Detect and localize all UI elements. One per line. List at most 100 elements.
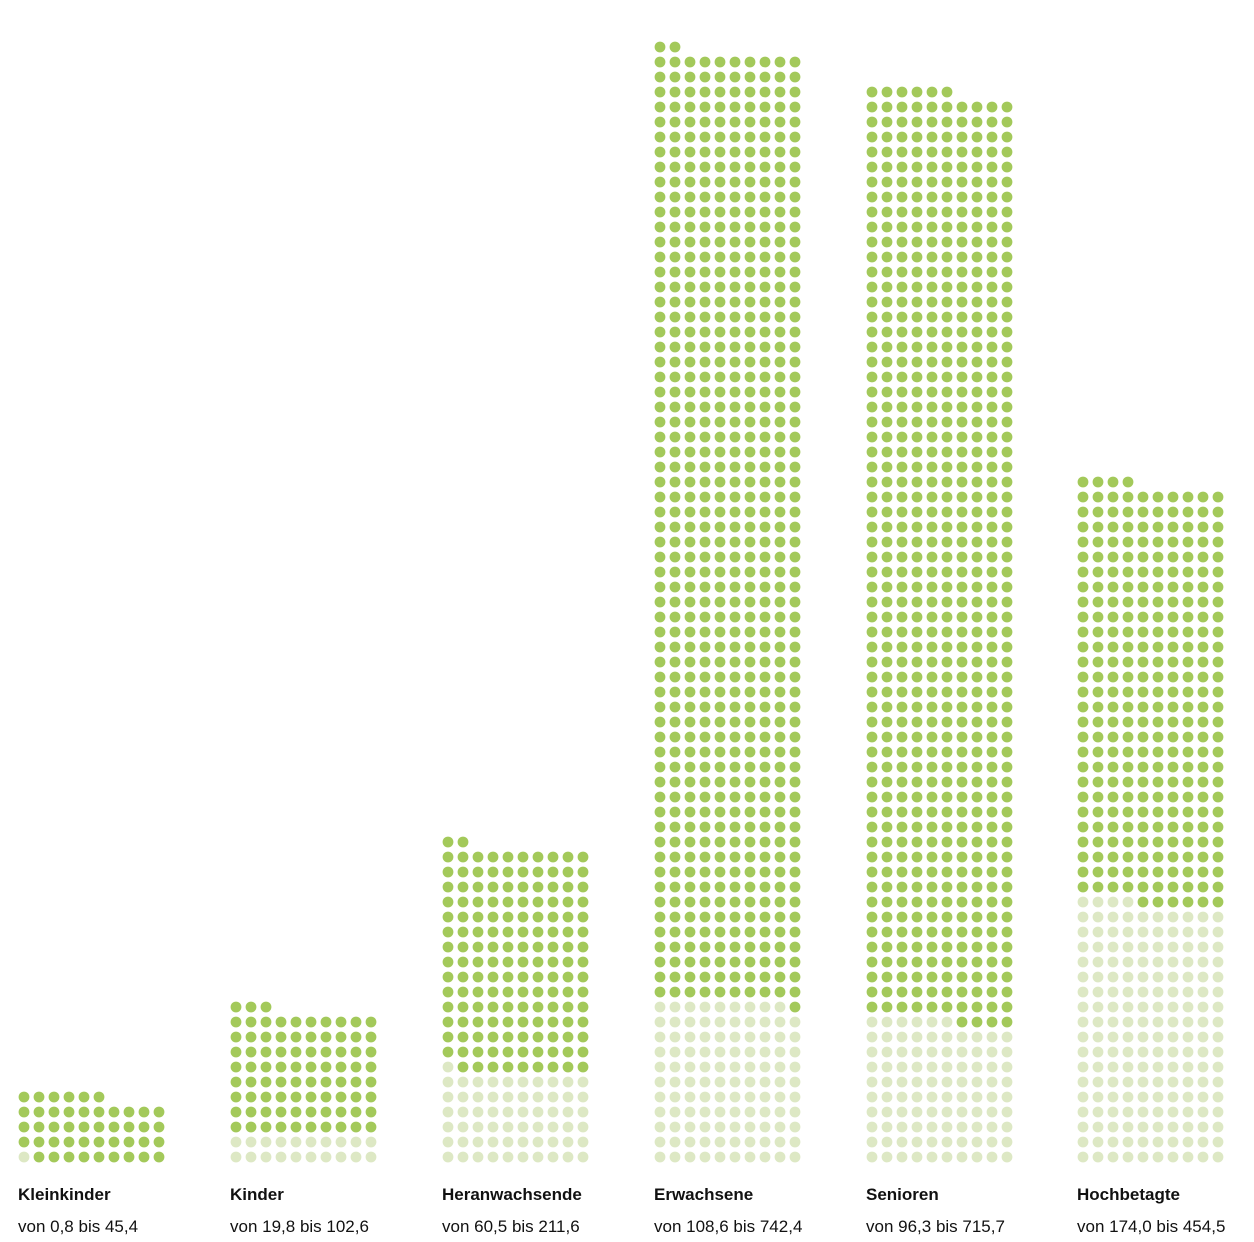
dot-range-min: [1092, 896, 1104, 908]
dot-range-max: [654, 326, 666, 338]
dot-range-min: [866, 1016, 878, 1028]
dot-range-max: [654, 176, 666, 188]
dot-range-min: [320, 1151, 332, 1163]
dot-range-min: [1182, 911, 1194, 923]
dot-range-min: [744, 1151, 756, 1163]
dot-range-max: [1001, 371, 1013, 383]
dot-range-max: [547, 881, 559, 893]
dot-range-max: [926, 266, 938, 278]
dot-range-max: [774, 506, 786, 518]
dot-range-max: [577, 986, 589, 998]
dot-range-min: [926, 1106, 938, 1118]
dot-range-max: [926, 656, 938, 668]
dot-range-min: [290, 1151, 302, 1163]
dot-range-max: [956, 956, 968, 968]
dot-range-max: [881, 656, 893, 668]
dot-range-max: [744, 86, 756, 98]
dot-range-max: [654, 686, 666, 698]
dot-range-min: [1167, 1091, 1179, 1103]
dot-range-max: [654, 386, 666, 398]
dot-range-max: [896, 551, 908, 563]
dot-range-max: [1167, 791, 1179, 803]
dot-range-max: [881, 296, 893, 308]
dot-range-min: [669, 1016, 681, 1028]
dot-range-max: [774, 236, 786, 248]
dot-range-max: [971, 956, 983, 968]
dot-range-max: [789, 86, 801, 98]
dot-range-max: [1077, 506, 1089, 518]
dot-range-max: [1212, 776, 1224, 788]
dot-range-max: [759, 341, 771, 353]
dot-range-min: [442, 1076, 454, 1088]
dot-range-max: [926, 581, 938, 593]
dot-range-max: [78, 1091, 90, 1103]
dot-range-max: [881, 761, 893, 773]
dot-range-max: [729, 71, 741, 83]
dot-range-max: [1197, 746, 1209, 758]
dot-range-max: [1137, 566, 1149, 578]
dot-range-min: [230, 1151, 242, 1163]
dot-range-max: [881, 221, 893, 233]
dot-range-max: [926, 146, 938, 158]
dot-range-max: [866, 566, 878, 578]
dot-range-max: [714, 476, 726, 488]
dot-range-max: [699, 611, 711, 623]
dot-range-max: [774, 176, 786, 188]
dot-range-max: [1107, 551, 1119, 563]
dot-range-max: [986, 281, 998, 293]
dot-range-min: [1167, 956, 1179, 968]
dot-range-max: [1137, 806, 1149, 818]
dot-range-max: [759, 971, 771, 983]
dot-range-max: [971, 266, 983, 278]
dot-range-max: [472, 866, 484, 878]
dot-range-min: [759, 1001, 771, 1013]
dot-range-max: [729, 731, 741, 743]
dot-range-max: [1001, 1001, 1013, 1013]
dot-range-max: [78, 1136, 90, 1148]
dot-range-max: [472, 1046, 484, 1058]
dot-range-max: [911, 326, 923, 338]
dot-range-max: [789, 326, 801, 338]
dot-range-max: [245, 1121, 257, 1133]
dot-range-min: [881, 1076, 893, 1088]
dot-range-max: [699, 131, 711, 143]
dot-range-min: [789, 1136, 801, 1148]
dot-range-max: [744, 896, 756, 908]
dot-range-min: [986, 1076, 998, 1088]
dot-range-max: [517, 926, 529, 938]
dot-range-max: [986, 881, 998, 893]
category-range-label: von 108,6 bis 742,4: [654, 1217, 802, 1236]
dot-range-max: [986, 851, 998, 863]
dot-range-max: [759, 941, 771, 953]
dot-range-max: [1001, 281, 1013, 293]
dot-range-max: [729, 641, 741, 653]
dot-range-min: [1122, 1016, 1134, 1028]
dot-range-max: [866, 986, 878, 998]
dot-range-max: [684, 266, 696, 278]
dot-range-max: [911, 386, 923, 398]
dot-range-max: [577, 866, 589, 878]
dot-range-max: [532, 986, 544, 998]
dot-range-max: [577, 1061, 589, 1073]
dot-range-min: [472, 1121, 484, 1133]
dot-range-min: [729, 1151, 741, 1163]
dot-range-min: [926, 1091, 938, 1103]
dot-range-max: [1182, 506, 1194, 518]
dot-range-max: [729, 596, 741, 608]
dot-range-max: [774, 116, 786, 128]
dot-range-max: [1001, 686, 1013, 698]
dot-range-max: [1212, 626, 1224, 638]
dot-range-max: [759, 686, 771, 698]
dot-range-min: [577, 1151, 589, 1163]
dot-range-max: [729, 281, 741, 293]
dot-range-max: [577, 881, 589, 893]
dot-range-max: [1152, 521, 1164, 533]
dot-range-min: [789, 1151, 801, 1163]
dot-range-max: [911, 641, 923, 653]
dot-range-max: [744, 161, 756, 173]
dot-range-max: [986, 431, 998, 443]
dot-range-max: [669, 296, 681, 308]
dot-range-max: [290, 1091, 302, 1103]
dot-range-max: [699, 716, 711, 728]
dot-range-max: [881, 431, 893, 443]
